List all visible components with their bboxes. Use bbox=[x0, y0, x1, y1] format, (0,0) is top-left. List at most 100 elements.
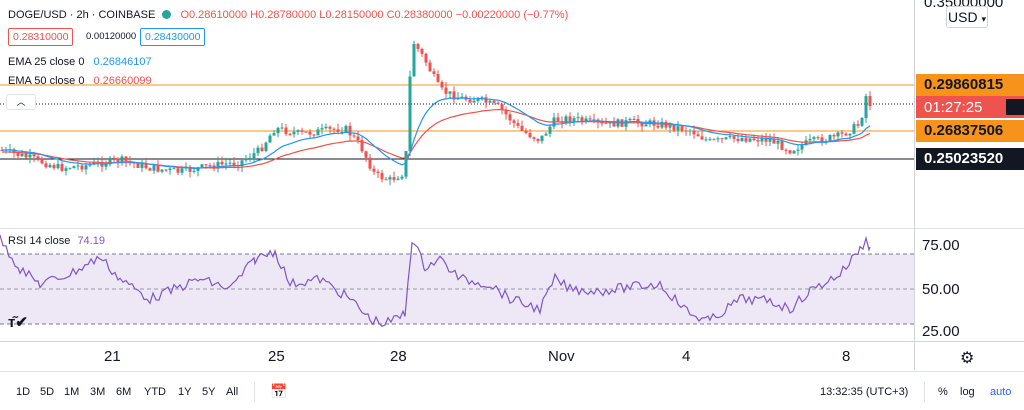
candle-body bbox=[316, 129, 320, 136]
price-label-black[interactable]: 0.25023520 bbox=[916, 148, 1024, 170]
candle-body bbox=[472, 100, 476, 103]
ohlc-open: O0.28610000 bbox=[180, 9, 248, 21]
candle-body bbox=[24, 153, 28, 158]
candle-body bbox=[588, 118, 592, 120]
candle-body bbox=[172, 168, 176, 170]
candle-body bbox=[760, 138, 764, 142]
candle-body bbox=[640, 123, 644, 127]
collapse-legend-button[interactable]: ︿ bbox=[6, 94, 36, 110]
chart-settings-gear-icon[interactable]: ⚙ bbox=[960, 350, 975, 367]
candle-body bbox=[728, 136, 732, 138]
candle-body bbox=[692, 130, 696, 135]
last-price-clip bbox=[1006, 99, 1024, 115]
candle-body bbox=[612, 121, 616, 127]
rsi-chart[interactable] bbox=[0, 229, 914, 341]
candle-body bbox=[800, 144, 804, 150]
candle-body bbox=[280, 127, 284, 129]
candle-body bbox=[764, 138, 768, 142]
sell-price-box[interactable]: 0.28310000 bbox=[8, 28, 74, 46]
candle-body bbox=[812, 137, 816, 140]
candle-body bbox=[108, 157, 112, 165]
percent-scale-button[interactable]: % bbox=[938, 386, 948, 398]
candle-body bbox=[432, 71, 436, 75]
candle-body bbox=[556, 117, 560, 122]
rsi-pane[interactable]: RSI 14 close 74.19 ᴛ᷉✔ bbox=[0, 229, 914, 341]
candle-body bbox=[52, 165, 56, 169]
candle-body bbox=[700, 136, 704, 140]
candle-body bbox=[352, 135, 356, 137]
candle-body bbox=[688, 130, 692, 132]
ema25-value: 0.26846107 bbox=[93, 56, 152, 68]
candle-body bbox=[32, 154, 36, 157]
candle-body bbox=[56, 163, 60, 169]
candle-body bbox=[260, 147, 264, 151]
candle-body bbox=[104, 164, 108, 167]
ema50-label: EMA 50 close 0 bbox=[8, 75, 85, 87]
price-chart[interactable] bbox=[0, 0, 914, 228]
candle-body bbox=[312, 134, 316, 136]
candle-body bbox=[848, 133, 852, 136]
auto-scale-button[interactable]: auto bbox=[990, 386, 1012, 398]
ema50-legend[interactable]: EMA 50 close 0 0.26660099 bbox=[8, 75, 152, 87]
clock-timezone[interactable]: 13:32:35 (UTC+3) bbox=[820, 386, 909, 398]
range-6m-button[interactable]: 6M bbox=[116, 386, 132, 398]
candle-body bbox=[220, 161, 224, 165]
candle-body bbox=[244, 158, 248, 161]
candle-body bbox=[68, 168, 72, 170]
candle-body bbox=[300, 130, 304, 132]
price-pane[interactable]: DOGE/USD · 2h · COINBASE O0.28610000 H0.… bbox=[0, 0, 914, 228]
rsi-legend[interactable]: RSI 14 close 74.19 bbox=[8, 235, 105, 247]
candle-body bbox=[740, 138, 744, 141]
log-scale-button[interactable]: log bbox=[960, 386, 975, 398]
candle-body bbox=[548, 126, 552, 134]
ema25-legend[interactable]: EMA 25 close 0 0.26846107 bbox=[8, 56, 152, 68]
range-5y-button[interactable]: 5Y bbox=[202, 386, 216, 398]
last-price-label: 01:27:25 bbox=[916, 96, 1024, 118]
candle-body bbox=[124, 156, 128, 162]
candle-body bbox=[208, 165, 212, 167]
candle-body bbox=[136, 163, 140, 168]
candle-body bbox=[340, 131, 344, 133]
range-1d-button[interactable]: 1D bbox=[16, 386, 31, 398]
candle-body bbox=[628, 118, 632, 121]
tradingview-logo[interactable]: ᴛ᷉✔ bbox=[8, 313, 28, 331]
candle-body bbox=[644, 124, 648, 127]
range-5d-button[interactable]: 5D bbox=[40, 386, 55, 398]
candle-body bbox=[792, 150, 796, 154]
buy-price-box[interactable]: 0.28430000 bbox=[140, 28, 206, 46]
candle-body bbox=[80, 165, 84, 170]
range-3m-button[interactable]: 3M bbox=[90, 386, 106, 398]
price-label-orange-bottom[interactable]: 0.26837506 bbox=[916, 120, 1024, 142]
candle-body bbox=[864, 96, 868, 119]
price-label-orange-top[interactable]: 0.29860815 bbox=[916, 74, 1024, 96]
candle-body bbox=[60, 163, 64, 171]
candle-body bbox=[532, 137, 536, 139]
candle-body bbox=[264, 142, 268, 151]
candle-body bbox=[156, 165, 160, 172]
symbol-title[interactable]: DOGE/USD · 2h · COINBASE bbox=[8, 9, 156, 21]
range-all-button[interactable]: All bbox=[226, 386, 239, 398]
candle-body bbox=[632, 118, 636, 120]
currency-selector[interactable]: USD ▾ bbox=[946, 6, 988, 28]
price-axis-border bbox=[914, 0, 915, 370]
range-1m-button[interactable]: 1M bbox=[64, 386, 80, 398]
candle-body bbox=[248, 158, 252, 160]
candle-body bbox=[256, 147, 260, 154]
range-1y-button[interactable]: 1Y bbox=[178, 386, 192, 398]
symbol-legend: DOGE/USD · 2h · COINBASE O0.28610000 H0.… bbox=[8, 9, 568, 21]
candle-body bbox=[788, 150, 792, 154]
pane-separator[interactable] bbox=[0, 228, 1024, 229]
candle-body bbox=[180, 168, 184, 173]
candle-body bbox=[460, 96, 464, 98]
candle-body bbox=[344, 125, 348, 132]
candle-body bbox=[808, 139, 812, 141]
candle-body bbox=[232, 162, 236, 166]
candle-body bbox=[564, 116, 568, 123]
time-axis[interactable]: 21 25 28 Nov 4 8 bbox=[0, 342, 914, 370]
candle-body bbox=[332, 128, 336, 130]
date-range-calendar-icon[interactable]: 📅 bbox=[270, 383, 288, 399]
candle-body bbox=[668, 123, 672, 128]
range-ytd-button[interactable]: YTD bbox=[144, 386, 166, 398]
candle-body bbox=[508, 114, 512, 121]
candle-body bbox=[568, 116, 572, 122]
